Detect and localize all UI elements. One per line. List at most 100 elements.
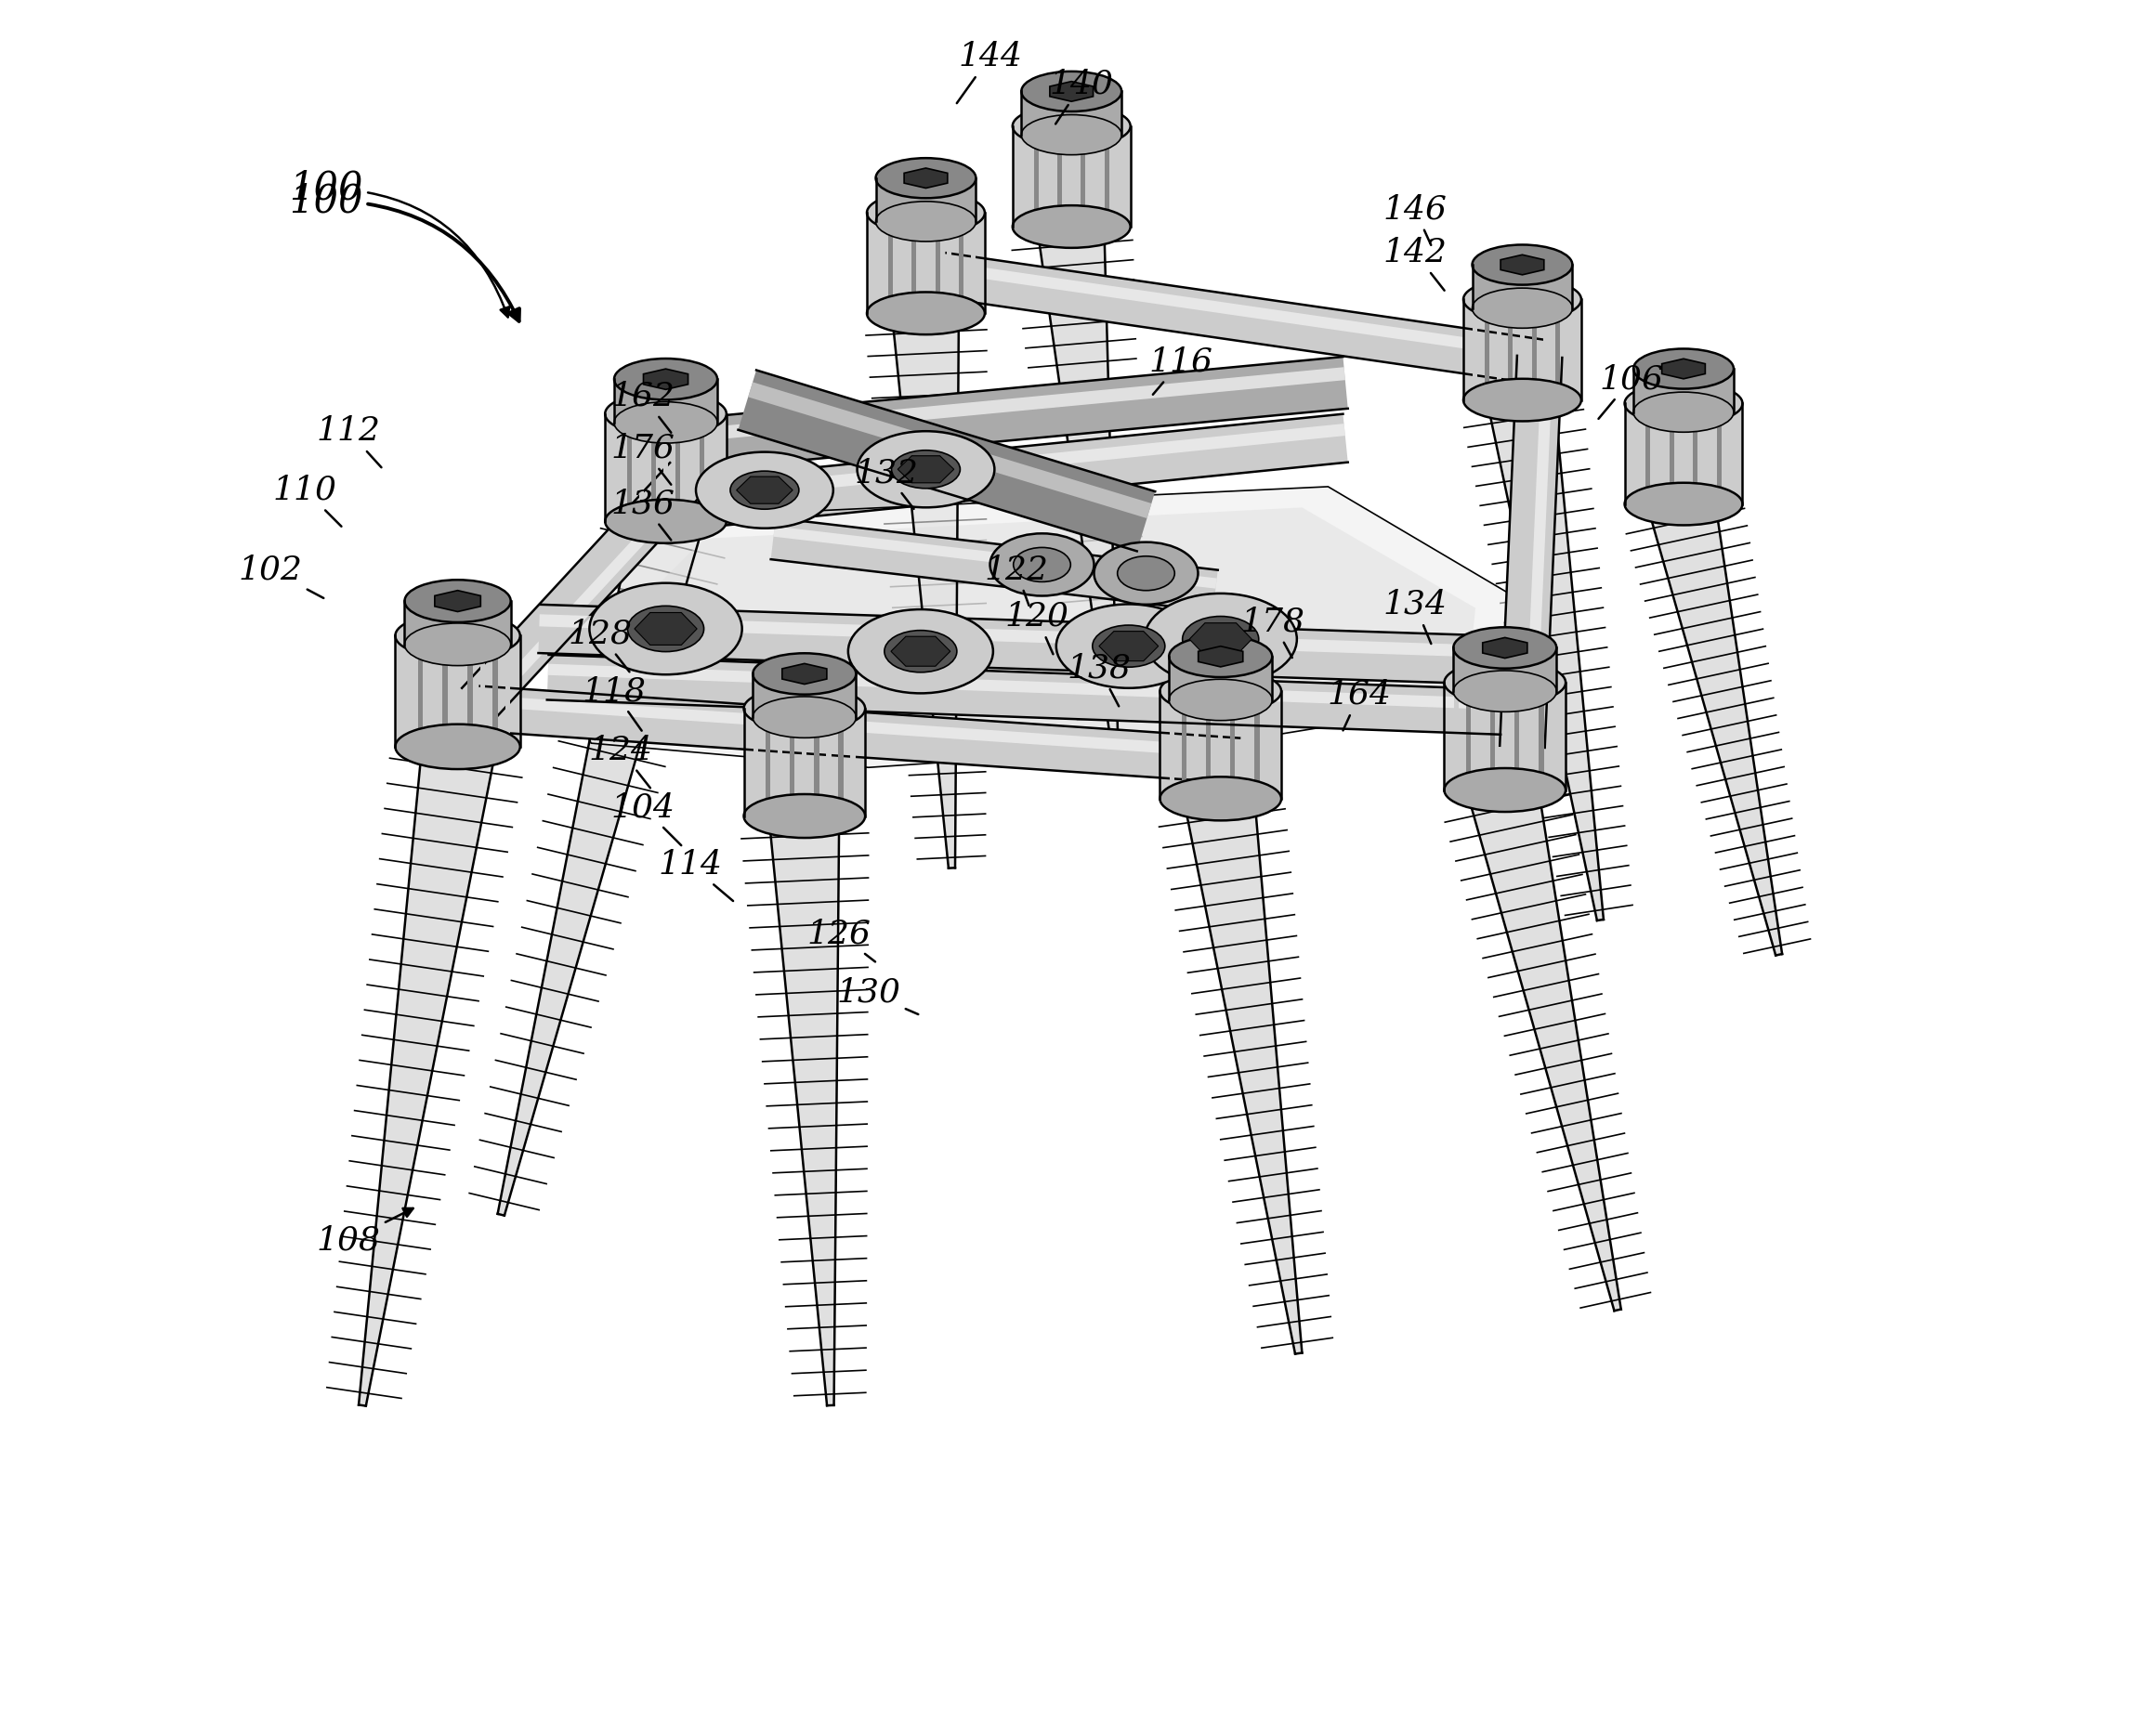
Polygon shape (1472, 266, 1572, 307)
Polygon shape (1705, 403, 1709, 503)
Ellipse shape (1012, 547, 1070, 582)
Text: 176: 176 (611, 432, 675, 484)
Polygon shape (899, 214, 906, 312)
Polygon shape (782, 698, 829, 719)
Polygon shape (1568, 299, 1572, 399)
Polygon shape (615, 413, 619, 521)
Ellipse shape (1634, 392, 1734, 432)
Ellipse shape (1021, 71, 1121, 111)
Ellipse shape (1452, 627, 1557, 668)
Polygon shape (1196, 681, 1245, 701)
Ellipse shape (857, 431, 995, 507)
Polygon shape (1455, 682, 1459, 790)
Polygon shape (773, 526, 1218, 589)
Ellipse shape (1168, 635, 1273, 677)
Ellipse shape (1625, 483, 1743, 526)
Polygon shape (498, 523, 698, 1215)
Polygon shape (615, 378, 718, 422)
Polygon shape (940, 253, 1542, 384)
Polygon shape (626, 413, 632, 521)
Polygon shape (1634, 368, 1734, 411)
Polygon shape (891, 637, 951, 667)
Polygon shape (1681, 403, 1685, 503)
Ellipse shape (752, 696, 857, 738)
Polygon shape (1049, 82, 1094, 101)
Polygon shape (455, 635, 459, 746)
Polygon shape (1171, 691, 1175, 799)
Polygon shape (1527, 682, 1532, 790)
Ellipse shape (604, 392, 726, 436)
Polygon shape (893, 321, 959, 868)
Polygon shape (481, 479, 696, 712)
Polygon shape (395, 635, 519, 746)
Ellipse shape (1444, 767, 1566, 812)
Ellipse shape (848, 609, 993, 693)
Text: 118: 118 (581, 675, 645, 731)
Polygon shape (912, 214, 916, 312)
Ellipse shape (1168, 679, 1273, 720)
Polygon shape (1021, 127, 1027, 227)
Polygon shape (1544, 299, 1549, 399)
Polygon shape (1521, 299, 1525, 399)
Polygon shape (1472, 792, 1621, 1311)
Ellipse shape (696, 451, 833, 528)
Polygon shape (1207, 691, 1211, 799)
Polygon shape (461, 464, 703, 719)
Ellipse shape (743, 687, 865, 731)
Polygon shape (769, 823, 839, 1406)
Polygon shape (1070, 127, 1074, 227)
Polygon shape (604, 413, 726, 521)
Ellipse shape (1012, 104, 1130, 148)
Polygon shape (1728, 403, 1732, 503)
Polygon shape (1499, 290, 1544, 309)
Polygon shape (549, 663, 1502, 710)
Polygon shape (1551, 682, 1555, 790)
Polygon shape (778, 708, 782, 816)
Polygon shape (538, 604, 1493, 684)
Polygon shape (639, 413, 643, 521)
Ellipse shape (1472, 288, 1572, 328)
Ellipse shape (1021, 115, 1121, 155)
Polygon shape (651, 413, 656, 521)
Polygon shape (478, 694, 1239, 759)
Ellipse shape (1472, 245, 1572, 285)
Polygon shape (1482, 637, 1527, 658)
Polygon shape (609, 507, 1476, 755)
Text: 178: 178 (1241, 606, 1305, 658)
Polygon shape (1670, 403, 1675, 503)
Polygon shape (1168, 656, 1273, 700)
Polygon shape (771, 517, 1218, 611)
Ellipse shape (1012, 205, 1130, 248)
Polygon shape (1491, 682, 1495, 790)
Polygon shape (1104, 127, 1109, 227)
Polygon shape (1185, 802, 1303, 1354)
Polygon shape (711, 413, 718, 521)
Ellipse shape (590, 583, 741, 675)
Ellipse shape (1444, 661, 1566, 705)
Ellipse shape (867, 191, 985, 234)
Ellipse shape (395, 724, 519, 769)
Polygon shape (1625, 403, 1743, 503)
Text: 164: 164 (1326, 679, 1391, 731)
Polygon shape (643, 404, 690, 424)
Polygon shape (1538, 682, 1544, 790)
Polygon shape (1555, 299, 1559, 399)
Text: 110: 110 (273, 474, 342, 526)
Polygon shape (1012, 127, 1130, 227)
Ellipse shape (1094, 542, 1198, 604)
Ellipse shape (395, 613, 519, 658)
Polygon shape (827, 708, 831, 816)
Polygon shape (1651, 505, 1781, 955)
Polygon shape (1489, 404, 1604, 920)
Text: 120: 120 (1004, 601, 1068, 654)
Text: 132: 132 (854, 457, 918, 509)
Polygon shape (701, 413, 705, 521)
Text: 130: 130 (837, 977, 918, 1014)
Ellipse shape (731, 470, 799, 509)
Polygon shape (1497, 299, 1502, 399)
Ellipse shape (1452, 670, 1557, 712)
Ellipse shape (1160, 776, 1282, 821)
Text: 114: 114 (658, 849, 733, 901)
Polygon shape (1160, 691, 1282, 799)
Polygon shape (765, 708, 771, 816)
